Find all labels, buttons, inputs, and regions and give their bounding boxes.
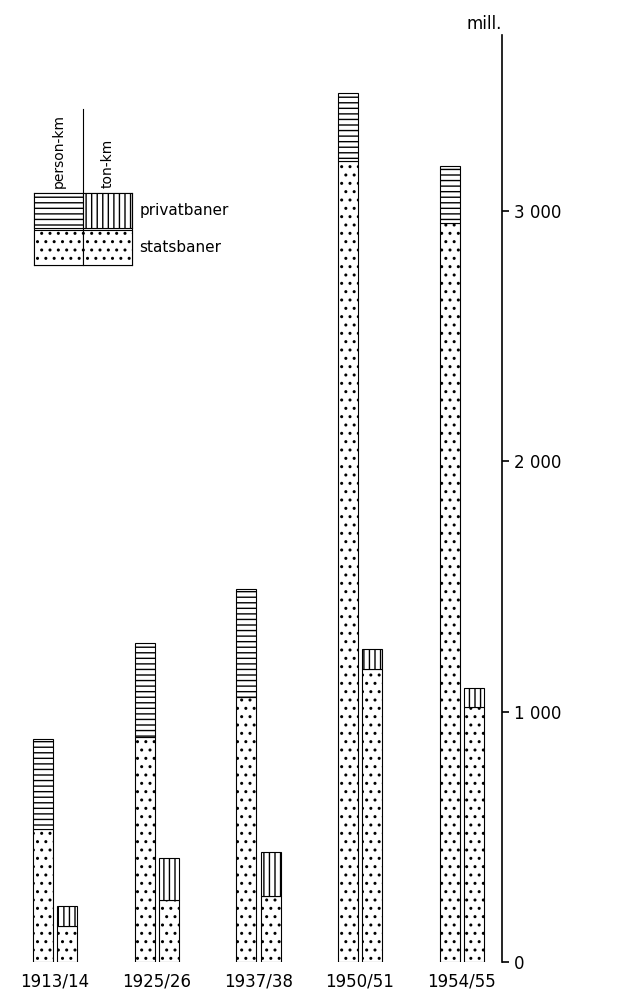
Bar: [440, 223, 460, 962]
Bar: [464, 688, 484, 707]
Bar: [58, 926, 77, 962]
Bar: [58, 906, 77, 926]
Bar: [464, 707, 484, 962]
Text: privatbaner: privatbaner: [139, 203, 228, 218]
Bar: [83, 230, 132, 265]
Bar: [362, 649, 382, 669]
Bar: [134, 643, 155, 737]
Bar: [159, 899, 179, 962]
Bar: [159, 858, 179, 899]
Bar: [338, 161, 358, 962]
Bar: [260, 852, 280, 895]
Bar: [260, 895, 280, 962]
Bar: [35, 230, 83, 265]
Bar: [236, 589, 256, 696]
Bar: [83, 193, 132, 228]
Bar: [362, 669, 382, 962]
Text: statsbaner: statsbaner: [139, 240, 221, 255]
Bar: [33, 740, 53, 829]
Bar: [338, 92, 358, 161]
Text: person-km: person-km: [52, 115, 66, 188]
Text: ton-km: ton-km: [100, 139, 115, 188]
Bar: [35, 193, 83, 228]
Bar: [134, 737, 155, 962]
Bar: [236, 696, 256, 962]
Bar: [33, 829, 53, 962]
Text: mill.: mill.: [467, 14, 502, 32]
Bar: [440, 166, 460, 223]
